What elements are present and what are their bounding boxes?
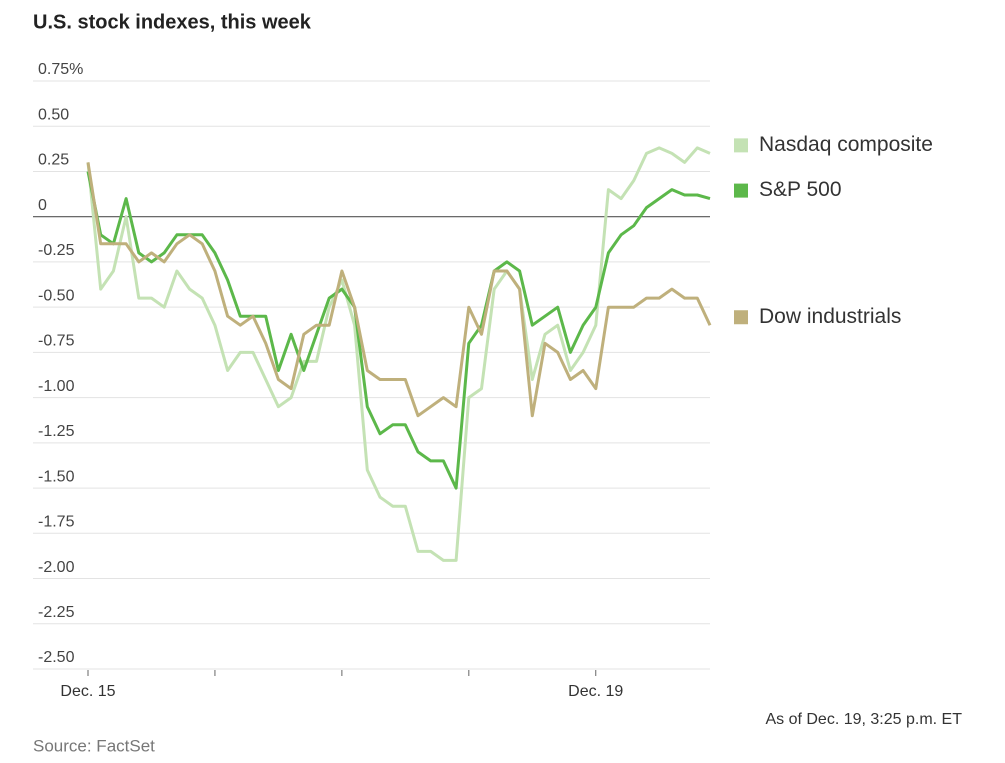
series-line — [86, 146, 711, 562]
legend-swatch — [734, 138, 748, 153]
y-tick-label: -2.25 — [38, 604, 75, 621]
x-tick-label: Dec. 15 — [60, 683, 115, 700]
source: Source: FactSet — [33, 736, 155, 755]
series-line — [86, 171, 711, 490]
y-tick-label: -2.50 — [38, 649, 75, 666]
y-tick-label: 0.50 — [38, 106, 69, 123]
y-tick-label: 0.25 — [38, 152, 69, 169]
y-tick-label: 0.75% — [38, 61, 83, 78]
y-tick-label: -1.00 — [38, 378, 75, 395]
legend-label: S&P 500 — [759, 178, 842, 201]
chart-title: U.S. stock indexes, this week — [33, 11, 312, 33]
legend-swatch — [734, 310, 748, 325]
y-tick-label: 0 — [38, 197, 47, 214]
legend-label: Dow industrials — [759, 305, 901, 328]
y-tick-label: -1.50 — [38, 468, 75, 485]
y-tick-label: -2.00 — [38, 559, 75, 576]
note: As of Dec. 19, 3:25 p.m. ET — [765, 711, 962, 728]
y-tick-label: -1.75 — [38, 514, 75, 531]
x-tick-label: Dec. 19 — [568, 683, 623, 700]
y-tick-label: -0.75 — [38, 333, 75, 350]
y-tick-label: -0.50 — [38, 287, 75, 304]
series-line — [86, 162, 712, 418]
y-tick-label: -0.25 — [38, 242, 75, 259]
y-tick-label: -1.25 — [38, 423, 75, 440]
legend-label: Nasdaq composite — [759, 133, 933, 156]
legend-swatch — [734, 183, 748, 198]
